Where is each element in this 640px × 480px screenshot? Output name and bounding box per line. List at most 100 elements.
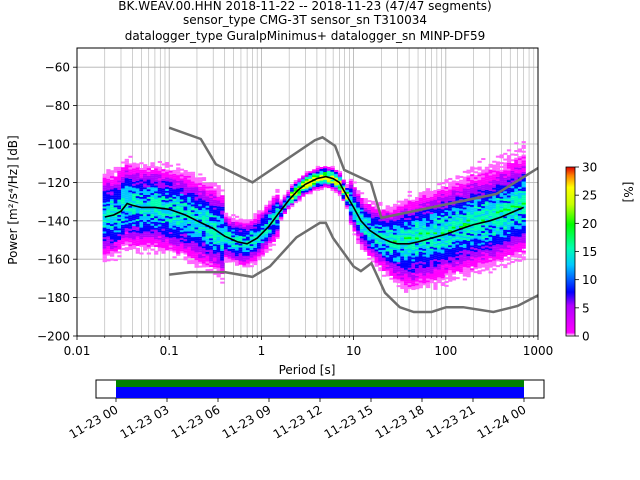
heatmap-cell xyxy=(165,217,170,220)
heatmap-cell xyxy=(135,207,140,210)
heatmap-cell xyxy=(319,170,324,173)
heatmap-cell xyxy=(109,229,115,232)
heatmap-cell xyxy=(223,216,229,219)
heatmap-cell xyxy=(407,231,412,234)
heatmap-cell xyxy=(396,262,401,265)
heatmap-cell xyxy=(128,174,133,177)
heatmap-cell xyxy=(143,192,148,195)
heatmap-cell xyxy=(117,176,122,179)
heatmap-cell xyxy=(256,215,262,219)
heatmap-cell xyxy=(492,183,497,186)
heatmap-cell xyxy=(194,261,199,264)
heatmap-cell xyxy=(352,202,357,205)
heatmap-cell xyxy=(514,205,519,208)
heatmap-cell xyxy=(367,240,372,243)
heatmap-cell xyxy=(510,178,515,181)
heatmap-cell xyxy=(271,211,276,214)
heatmap-cell xyxy=(304,178,310,181)
heatmap-cell xyxy=(359,224,365,227)
heatmap-cell xyxy=(245,248,251,251)
heatmap-cell xyxy=(510,201,515,204)
heatmap-cell xyxy=(444,192,449,195)
heatmap-cell xyxy=(187,187,192,190)
heatmap-cell xyxy=(106,242,111,245)
heatmap-cell xyxy=(437,254,442,257)
heatmap-cell xyxy=(492,168,497,171)
heatmap-cell xyxy=(234,231,240,234)
heatmap-cell xyxy=(514,153,519,156)
heatmap-cell xyxy=(392,234,398,237)
heatmap-cell xyxy=(205,246,210,249)
heatmap-cell xyxy=(209,188,214,191)
heatmap-cell xyxy=(212,207,218,210)
heatmap-cell xyxy=(473,171,479,174)
heatmap-cell xyxy=(418,217,423,220)
heatmap-cell xyxy=(495,213,501,216)
heatmap-cell xyxy=(363,249,368,252)
heatmap-cell xyxy=(117,199,122,202)
heatmap-cell xyxy=(492,187,497,190)
heatmap-cell xyxy=(356,234,361,237)
heatmap-cell xyxy=(356,207,361,210)
heatmap-cell xyxy=(293,181,298,184)
heatmap-cell xyxy=(312,184,317,187)
heatmap-cell xyxy=(356,190,361,193)
heatmap-cell xyxy=(488,256,493,259)
heatmap-cell xyxy=(312,171,317,174)
heatmap-cell xyxy=(495,243,501,247)
heatmap-cell xyxy=(106,238,111,241)
heatmap-cell xyxy=(271,236,276,239)
heatmap-cell xyxy=(345,187,350,190)
heatmap-cell xyxy=(374,210,379,214)
heatmap-cell xyxy=(415,264,420,267)
heatmap-cell xyxy=(132,191,137,194)
heatmap-cell xyxy=(400,221,405,224)
heatmap-cell xyxy=(466,175,471,178)
heatmap-cell xyxy=(407,235,412,238)
heatmap-cell xyxy=(106,190,111,193)
heatmap-cell xyxy=(400,227,405,230)
heatmap-cell xyxy=(473,192,479,195)
heatmap-cell xyxy=(106,203,111,206)
heatmap-cell xyxy=(117,245,122,248)
heatmap-cell xyxy=(161,222,166,225)
heatmap-cell xyxy=(124,239,129,242)
heatmap-cell xyxy=(407,261,412,264)
heatmap-cell xyxy=(459,202,464,205)
heatmap-cell xyxy=(157,176,163,179)
y-tick-label: −80 xyxy=(45,99,70,113)
heatmap-cell xyxy=(271,232,276,235)
heatmap-cell xyxy=(212,201,218,204)
heatmap-cell xyxy=(102,206,107,209)
heatmap-cell xyxy=(150,171,155,174)
heatmap-cell xyxy=(359,230,365,233)
heatmap-cell xyxy=(418,192,423,195)
heatmap-cell xyxy=(183,237,188,240)
heatmap-cell xyxy=(407,206,412,209)
heatmap-cell xyxy=(304,184,310,187)
heatmap-cell xyxy=(165,173,170,176)
heatmap-cell xyxy=(517,250,523,253)
heatmap-cell xyxy=(499,173,504,176)
heatmap-cell xyxy=(411,238,416,241)
heatmap-cell xyxy=(433,195,438,198)
heatmap-cell xyxy=(268,229,273,232)
heatmap-cell xyxy=(212,232,218,235)
heatmap-cell xyxy=(135,238,140,241)
heatmap-cell xyxy=(304,171,310,174)
heatmap-cell xyxy=(407,202,412,205)
heatmap-cell xyxy=(477,249,482,252)
heatmap-cell xyxy=(117,230,122,233)
heatmap-cell xyxy=(227,248,232,251)
heatmap-cell xyxy=(102,237,107,240)
heatmap-cell xyxy=(154,214,159,217)
heatmap-cell xyxy=(506,158,512,161)
heatmap-cell xyxy=(506,206,512,209)
heatmap-cell xyxy=(451,209,457,212)
heatmap-cell xyxy=(462,215,468,218)
heatmap-cell xyxy=(422,260,427,263)
heatmap-cell xyxy=(165,165,170,168)
heatmap-cell xyxy=(253,249,258,252)
timeline-tick-label: 11-23 18 xyxy=(373,402,427,441)
heatmap-cell xyxy=(176,249,181,252)
